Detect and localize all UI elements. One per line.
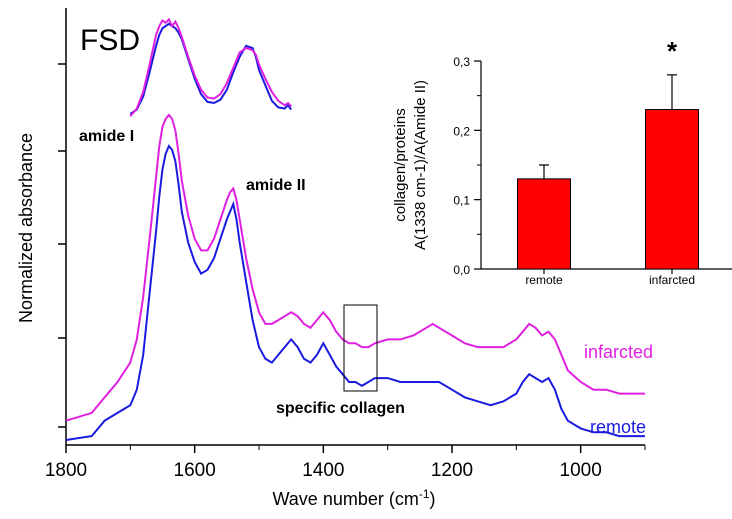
significance-star: * xyxy=(667,36,678,66)
series-line-infarcted xyxy=(65,113,645,422)
specific-collagen-box xyxy=(343,304,378,392)
main-x-ticks: 1800 1600 1400 1200 1000 xyxy=(45,445,646,481)
bar-marks: remote infarcted * xyxy=(517,36,699,287)
bar-x-tick-label: remote xyxy=(525,273,563,287)
main-series xyxy=(65,113,645,441)
bar-y-title-line1: collagen/proteins xyxy=(392,108,409,221)
main-x-axis-title: Wave number (cm-1) xyxy=(272,487,435,509)
main-y-axis-title: Normalized absorbance xyxy=(16,133,36,323)
fsd-inset-series xyxy=(129,17,293,117)
bar-chart-inset: 0,0 0,1 0,2 0,3 remote infarcted * collagen/p… xyxy=(392,36,732,287)
x-title-end: ) xyxy=(430,489,436,509)
bar-y-tick-label: 0,1 xyxy=(453,194,470,208)
specific-collagen-label: specific collagen xyxy=(276,400,405,417)
amide-i-label: amide I xyxy=(79,128,134,145)
fsd-line-infarcted xyxy=(129,17,292,117)
x-tick-label: 1800 xyxy=(45,460,87,481)
fsd-line-remote xyxy=(129,22,293,115)
bar-y-title-line2: A(1338 cm-1)/A(Amide II) xyxy=(412,80,429,250)
x-tick-label: 1000 xyxy=(560,460,602,481)
legend-remote: remote xyxy=(590,417,646,437)
main-y-ticks xyxy=(58,63,66,428)
amide-ii-label: amide II xyxy=(246,177,306,194)
x-tick-label: 1400 xyxy=(302,460,344,481)
x-tick-label: 1200 xyxy=(431,460,473,481)
bar-y-tick-label: 0,0 xyxy=(453,263,470,277)
legend-infarcted: infarcted xyxy=(584,342,653,362)
bar-x-tick-label: infarcted xyxy=(649,273,695,287)
x-title-base: Wave number (cm xyxy=(272,489,418,509)
bar-y-tick-label: 0,3 xyxy=(453,55,470,69)
main-axes: 1800 1600 1400 1200 1000 xyxy=(45,8,646,481)
x-tick-label: 1600 xyxy=(174,460,216,481)
x-title-sup: -1 xyxy=(419,487,430,501)
bar-infarcted xyxy=(645,109,699,270)
bar-y-tick-label: 0,2 xyxy=(453,124,470,138)
bar-remote xyxy=(517,178,571,270)
bar-y-ticks: 0,0 0,1 0,2 0,3 xyxy=(453,55,481,277)
fsd-label: FSD xyxy=(80,24,140,57)
series-line-remote xyxy=(65,144,645,441)
